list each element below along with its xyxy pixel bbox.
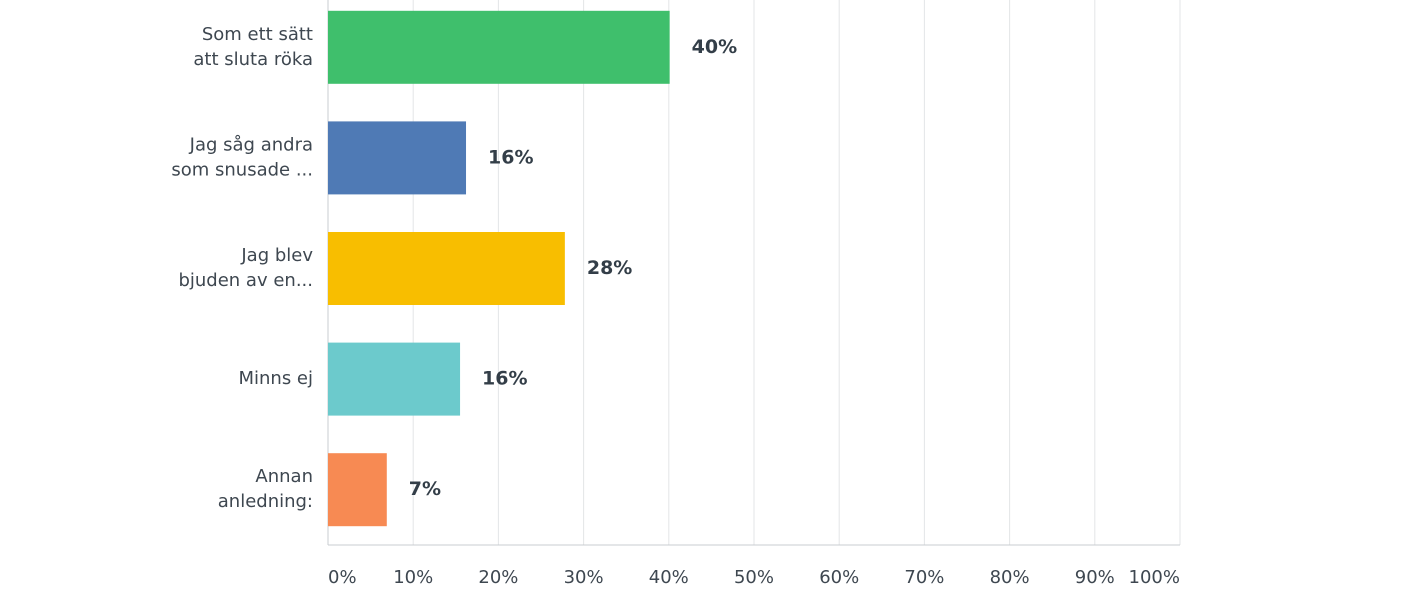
category-label-line: att sluta röka	[193, 49, 313, 70]
bar	[328, 453, 387, 527]
category-label: Annan anledning:	[218, 466, 313, 512]
category-label-line: Jag såg andra	[189, 134, 313, 155]
x-tick-label: 70%	[904, 567, 944, 588]
x-tick-label: 100%	[1129, 567, 1180, 588]
x-tick-label: 0%	[328, 567, 357, 588]
category-label-line: Jag blev	[240, 245, 313, 266]
category-label-line: bjuden av en...	[178, 270, 313, 291]
category-label-line: Annan	[255, 466, 313, 487]
value-label: 40%	[692, 36, 737, 58]
category-label: Minns ej	[238, 368, 313, 389]
value-label: 16%	[488, 146, 533, 168]
bar	[328, 10, 670, 84]
category-label-line: Minns ej	[238, 368, 313, 389]
category-label-line: anledning:	[218, 491, 313, 512]
bar	[328, 232, 565, 305]
value-label: 28%	[587, 257, 632, 279]
category-label-line: Som ett sätt	[202, 24, 313, 45]
bar	[328, 342, 461, 416]
x-tick-label: 90%	[1075, 567, 1115, 588]
x-tick-label: 60%	[819, 567, 859, 588]
value-label: 7%	[409, 478, 441, 500]
category-label: Jag blev bjuden av en...	[178, 245, 313, 291]
category-label-line: som snusade ...	[171, 159, 313, 180]
category-label: Jag såg andra som snusade ...	[171, 134, 313, 180]
category-label: Som ett sätt att sluta röka	[193, 24, 313, 70]
x-tick-label: 30%	[564, 567, 604, 588]
x-tick-label: 50%	[734, 567, 774, 588]
x-tick-label: 40%	[649, 567, 689, 588]
bar	[328, 121, 467, 195]
x-tick-label: 20%	[478, 567, 518, 588]
x-tick-label: 80%	[990, 567, 1030, 588]
x-tick-label: 10%	[393, 567, 433, 588]
value-label: 16%	[482, 368, 527, 390]
